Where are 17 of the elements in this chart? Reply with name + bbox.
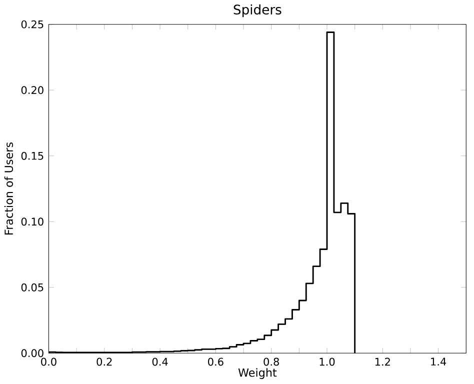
y-axis-title: Fraction of Users (4, 142, 14, 235)
x-tick-label: 0.8 (264, 358, 279, 366)
chart-title: Spiders (234, 4, 282, 18)
y-tick-label: 0.15 (21, 152, 44, 160)
y-tick-label: 0.25 (21, 20, 44, 28)
x-tick-label: 0.4 (152, 358, 168, 366)
x-tick-label: 1.0 (320, 358, 335, 366)
x-tick-label: 1.2 (375, 358, 390, 366)
y-tick-label: 0.00 (21, 349, 44, 358)
y-tick-label: 0.05 (21, 284, 44, 292)
y-tick-label: 0.10 (21, 218, 44, 226)
x-tick-label: 0.0 (41, 358, 56, 366)
x-axis-title: Weight (238, 368, 277, 380)
x-tick-label: 1.4 (431, 358, 446, 366)
x-tick-label: 0.6 (208, 358, 224, 366)
y-tick-label: 0.20 (21, 86, 44, 94)
x-tick-label: 0.2 (96, 358, 112, 366)
